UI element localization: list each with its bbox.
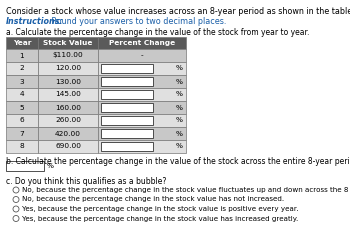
Text: Stock Value: Stock Value — [43, 40, 93, 46]
Bar — [6, 49, 38, 62]
Text: %: % — [175, 130, 182, 137]
Bar — [98, 37, 186, 49]
Text: No, because the percentage change in the stock value has not increased.: No, because the percentage change in the… — [22, 197, 284, 202]
Text: 130.00: 130.00 — [55, 78, 81, 84]
Bar — [38, 88, 98, 101]
Bar — [101, 77, 153, 86]
Bar — [38, 49, 98, 62]
Bar — [38, 62, 98, 75]
Text: a. Calculate the percentage change in the value of the stock from year to year.: a. Calculate the percentage change in th… — [6, 28, 309, 37]
Bar — [38, 140, 98, 153]
Bar — [101, 64, 153, 73]
Text: 120.00: 120.00 — [55, 65, 81, 72]
Text: Percent Change: Percent Change — [109, 40, 175, 46]
Text: 160.00: 160.00 — [55, 105, 81, 110]
Text: 260.00: 260.00 — [55, 118, 81, 123]
Bar — [38, 114, 98, 127]
Bar — [98, 127, 186, 140]
Text: 4: 4 — [20, 92, 24, 97]
Text: 7: 7 — [20, 130, 25, 137]
Text: %: % — [175, 105, 182, 110]
Text: Consider a stock whose value increases across an 8-year period as shown in the t: Consider a stock whose value increases a… — [6, 7, 350, 16]
Bar — [38, 75, 98, 88]
Bar — [38, 37, 98, 49]
Text: c. Do you think this qualifies as a bubble?: c. Do you think this qualifies as a bubb… — [6, 177, 166, 186]
Bar — [101, 142, 153, 151]
Bar — [6, 127, 38, 140]
Text: %: % — [175, 78, 182, 84]
Text: 420.00: 420.00 — [55, 130, 81, 137]
Text: Yes, because the percentage change in the stock value is positive every year.: Yes, because the percentage change in th… — [22, 206, 299, 212]
Text: No, because the percentage change in the stock value fluctuates up and down acro: No, because the percentage change in the… — [22, 187, 350, 193]
Bar — [98, 62, 186, 75]
Bar — [98, 140, 186, 153]
Text: b. Calculate the percentage change in the value of the stock across the entire 8: b. Calculate the percentage change in th… — [6, 157, 350, 166]
Text: Round your answers to two decimal places.: Round your answers to two decimal places… — [49, 17, 226, 26]
Text: %: % — [175, 92, 182, 97]
Bar — [6, 161, 44, 171]
Text: 690.00: 690.00 — [55, 143, 81, 150]
Bar — [98, 75, 186, 88]
Circle shape — [13, 187, 19, 193]
Bar — [6, 140, 38, 153]
Bar — [101, 90, 153, 99]
Bar — [6, 37, 38, 49]
Text: %: % — [175, 65, 182, 72]
Bar — [6, 88, 38, 101]
Text: 3: 3 — [20, 78, 24, 84]
Text: Yes, because the percentage change in the stock value has increased greatly.: Yes, because the percentage change in th… — [22, 215, 298, 221]
Bar — [101, 116, 153, 125]
Text: $110.00: $110.00 — [52, 52, 83, 59]
Bar — [6, 114, 38, 127]
Text: 6: 6 — [20, 118, 24, 123]
Text: %: % — [175, 143, 182, 150]
Text: 145.00: 145.00 — [55, 92, 81, 97]
Bar — [38, 101, 98, 114]
Bar — [98, 114, 186, 127]
Text: Instructions:: Instructions: — [6, 17, 64, 26]
Circle shape — [13, 197, 19, 202]
Text: 2: 2 — [20, 65, 25, 72]
Bar — [98, 88, 186, 101]
Text: 5: 5 — [20, 105, 24, 110]
Bar — [101, 129, 153, 138]
Bar — [6, 62, 38, 75]
Text: %: % — [175, 118, 182, 123]
Circle shape — [13, 215, 19, 221]
Text: %: % — [47, 163, 54, 169]
Text: 8: 8 — [20, 143, 25, 150]
Bar — [6, 75, 38, 88]
Text: 1: 1 — [20, 52, 25, 59]
Bar — [101, 103, 153, 112]
Bar — [98, 101, 186, 114]
Bar — [38, 127, 98, 140]
Circle shape — [13, 206, 19, 212]
Text: Year: Year — [13, 40, 31, 46]
Bar — [98, 49, 186, 62]
Bar — [6, 101, 38, 114]
Text: -: - — [141, 52, 143, 59]
